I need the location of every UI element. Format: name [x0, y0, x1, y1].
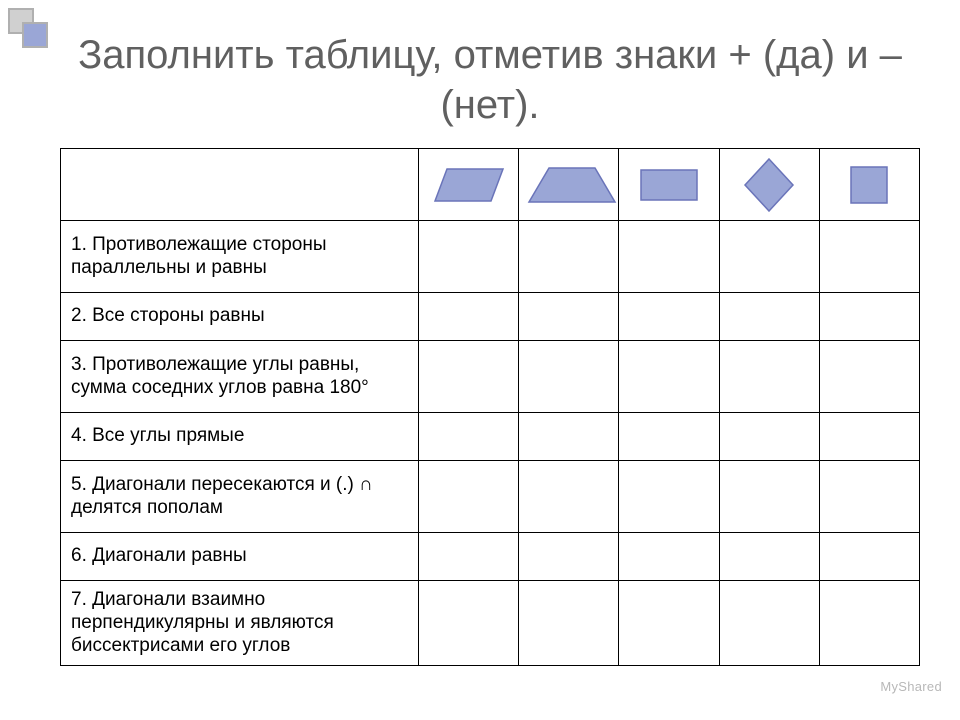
answer-cell[interactable]	[619, 221, 719, 293]
answer-cell[interactable]	[419, 221, 519, 293]
answer-cell[interactable]	[819, 461, 919, 533]
header-shape-square	[819, 149, 919, 221]
square-icon	[847, 163, 891, 207]
answer-cell[interactable]	[719, 461, 819, 533]
answer-cell[interactable]	[819, 533, 919, 581]
table-row: 2. Все стороны равны	[61, 293, 920, 341]
answer-cell[interactable]	[819, 221, 919, 293]
answer-cell[interactable]	[519, 533, 619, 581]
table-header-row	[61, 149, 920, 221]
answer-cell[interactable]	[719, 341, 819, 413]
answer-cell[interactable]	[719, 581, 819, 666]
answer-cell[interactable]	[619, 461, 719, 533]
property-label: 3. Противолежащие углы равны, сумма сосе…	[61, 341, 419, 413]
watermark: MyShared	[880, 679, 942, 694]
answer-cell[interactable]	[619, 533, 719, 581]
answer-cell[interactable]	[619, 581, 719, 666]
answer-cell[interactable]	[519, 581, 619, 666]
deco-square-blue	[22, 22, 48, 48]
property-label: 2. Все стороны равны	[61, 293, 419, 341]
slide-content: Заполнить таблицу, отметив знаки + (да) …	[60, 30, 920, 666]
rhombus-icon	[741, 157, 797, 213]
answer-cell[interactable]	[719, 533, 819, 581]
parallelogram-icon	[425, 163, 513, 207]
answer-cell[interactable]	[419, 533, 519, 581]
header-empty	[61, 149, 419, 221]
answer-cell[interactable]	[519, 221, 619, 293]
table-body: 1. Противолежащие стороны параллельны и …	[61, 221, 920, 666]
property-label: 6. Диагонали равны	[61, 533, 419, 581]
table-row: 4. Все углы прямые	[61, 413, 920, 461]
property-label: 7. Диагонали взаимно перпендикулярны и я…	[61, 581, 419, 666]
header-shape-rectangle	[619, 149, 719, 221]
answer-cell[interactable]	[619, 293, 719, 341]
answer-cell[interactable]	[619, 341, 719, 413]
rectangle-icon	[637, 164, 701, 206]
property-label: 1. Противолежащие стороны параллельны и …	[61, 221, 419, 293]
answer-cell[interactable]	[519, 413, 619, 461]
answer-cell[interactable]	[719, 413, 819, 461]
header-shape-rhombus	[719, 149, 819, 221]
table-row: 5. Диагонали пересекаются и (.) ∩ делятс…	[61, 461, 920, 533]
header-shape-trapezoid	[519, 149, 619, 221]
answer-cell[interactable]	[819, 341, 919, 413]
answer-cell[interactable]	[819, 293, 919, 341]
answer-cell[interactable]	[619, 413, 719, 461]
answer-cell[interactable]	[719, 221, 819, 293]
answer-cell[interactable]	[419, 413, 519, 461]
properties-table: 1. Противолежащие стороны параллельны и …	[60, 148, 920, 666]
property-label: 5. Диагонали пересекаются и (.) ∩ делятс…	[61, 461, 419, 533]
trapezoid-icon	[523, 162, 621, 208]
table-row: 3. Противолежащие углы равны, сумма сосе…	[61, 341, 920, 413]
table-row: 7. Диагонали взаимно перпендикулярны и я…	[61, 581, 920, 666]
page-title: Заполнить таблицу, отметив знаки + (да) …	[60, 30, 920, 130]
table-row: 1. Противолежащие стороны параллельны и …	[61, 221, 920, 293]
answer-cell[interactable]	[519, 341, 619, 413]
answer-cell[interactable]	[719, 293, 819, 341]
answer-cell[interactable]	[419, 461, 519, 533]
answer-cell[interactable]	[819, 413, 919, 461]
answer-cell[interactable]	[819, 581, 919, 666]
header-shape-parallelogram	[419, 149, 519, 221]
answer-cell[interactable]	[519, 461, 619, 533]
answer-cell[interactable]	[419, 341, 519, 413]
answer-cell[interactable]	[519, 293, 619, 341]
table-row: 6. Диагонали равны	[61, 533, 920, 581]
property-label: 4. Все углы прямые	[61, 413, 419, 461]
answer-cell[interactable]	[419, 293, 519, 341]
answer-cell[interactable]	[419, 581, 519, 666]
